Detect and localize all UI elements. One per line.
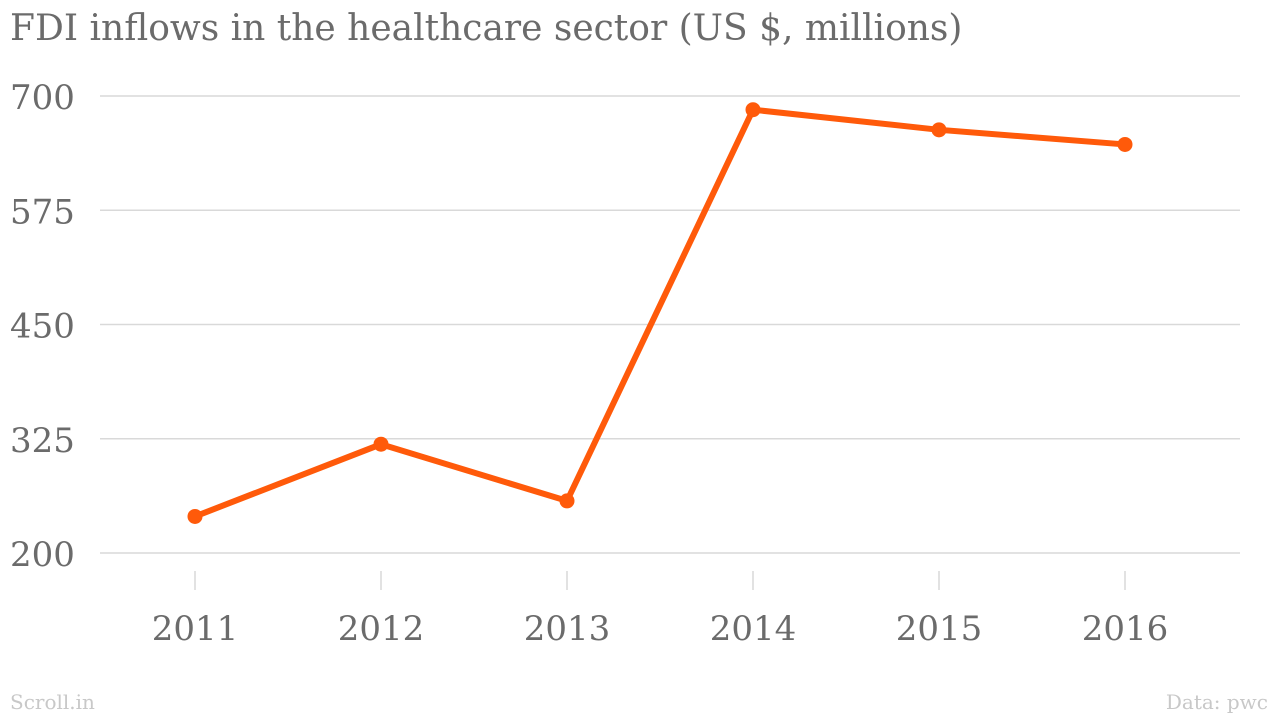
chart-title: FDI inflows in the healthcare sector (US…: [10, 8, 963, 49]
x-tick-label: 2011: [152, 609, 239, 649]
y-tick-label: 700: [10, 78, 75, 118]
x-tick-label: 2012: [338, 609, 425, 649]
gridlines: [100, 95, 1240, 554]
x-axis: 2011 2012 2013 2014 2015 2016: [152, 571, 1169, 649]
series-line: [192, 106, 1128, 520]
data-point-2011: [187, 508, 203, 524]
x-tick-label: 2014: [710, 609, 797, 649]
y-tick-label: 450: [10, 307, 75, 347]
y-tick-label: 575: [10, 192, 75, 232]
data-point-2012: [373, 436, 389, 452]
x-tick-label: 2013: [524, 609, 611, 649]
y-tick-label: 200: [10, 535, 75, 575]
data-point-2014: [745, 102, 761, 118]
data-point-2016: [1117, 136, 1133, 152]
x-tick-label: 2015: [896, 609, 983, 649]
y-axis: 200 325 450 575 700: [10, 78, 75, 575]
y-tick-label: 325: [10, 421, 75, 461]
series-layer: [187, 102, 1133, 524]
data-point-2015: [931, 122, 947, 138]
source-brand: Scroll.in: [10, 690, 95, 714]
x-tick-label: 2016: [1082, 609, 1169, 649]
data-point-2013: [559, 493, 575, 509]
data-credit: Data: pwc: [1165, 690, 1268, 714]
